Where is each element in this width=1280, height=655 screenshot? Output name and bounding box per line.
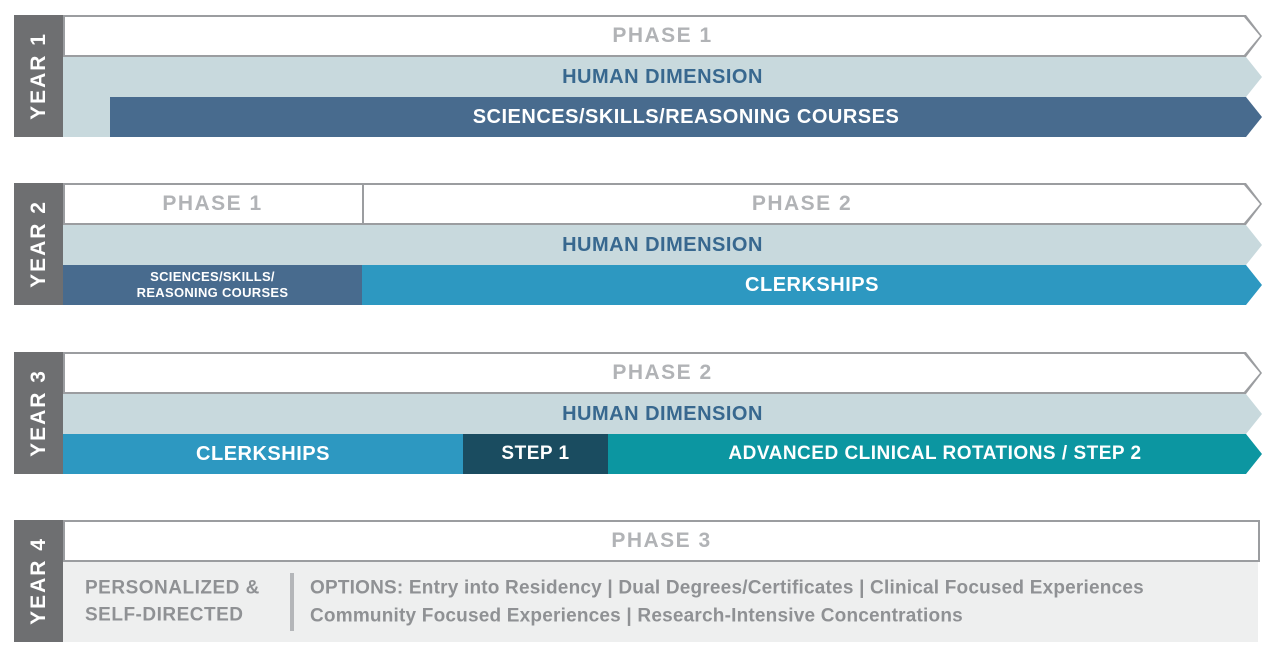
year4-personalized-line2: SELF-DIRECTED xyxy=(85,604,244,625)
year1-human-dimension-underlay xyxy=(63,97,110,137)
year4-band: YEAR 4 PHASE 3 PERSONALIZED & SELF-DIREC… xyxy=(0,520,1280,642)
year3-clerkships-bar: CLERKSHIPS xyxy=(63,434,463,474)
year2-band: YEAR 2 PHASE 1 PHASE 2 HUMAN DIMENSION S… xyxy=(0,183,1280,305)
year1-band: YEAR 1 PHASE 1 HUMAN DIMENSION SCIENCES/… xyxy=(0,15,1280,137)
year2-phase-bar: PHASE 1 PHASE 2 xyxy=(63,183,1262,225)
year3-advanced-rotations-bar: ADVANCED CLINICAL ROTATIONS / STEP 2 xyxy=(608,434,1262,474)
year2-sciences-label-line1: SCIENCES/SKILLS/ xyxy=(150,268,275,284)
year4-phase-label: PHASE 3 xyxy=(611,529,712,552)
year1-tab: YEAR 1 xyxy=(14,15,63,137)
year4-personalized-line1: PERSONALIZED & xyxy=(85,577,260,599)
year4-options-prefix: OPTIONS: xyxy=(310,577,404,599)
year3-human-dimension-bar: HUMAN DIMENSION xyxy=(63,394,1262,434)
year2-sciences-label-line2: REASONING COURSES xyxy=(136,285,289,300)
year4-options-line1: OPTIONS: Entry into Residency | Dual Deg… xyxy=(310,574,1144,602)
year4-vertical-divider xyxy=(290,573,294,631)
year3-phase-label: PHASE 2 xyxy=(612,361,713,384)
year4-options-line2: Community Focused Experiences | Research… xyxy=(310,605,963,626)
year2-phase1-label: PHASE 1 xyxy=(162,192,263,215)
year3-advanced-rotations-label: ADVANCED CLINICAL ROTATIONS / STEP 2 xyxy=(728,443,1142,464)
year4-options-block: PERSONALIZED & SELF-DIRECTED OPTIONS: En… xyxy=(63,562,1258,642)
year4-phase-bar: PHASE 3 xyxy=(63,520,1260,562)
year2-human-dimension-bar: HUMAN DIMENSION xyxy=(63,225,1262,265)
year1-phase-bar-fill: PHASE 1 xyxy=(65,17,1260,55)
year2-phase-bar-fill xyxy=(65,185,1260,223)
year3-band: YEAR 3 PHASE 2 HUMAN DIMENSION CLERKSHIP… xyxy=(0,352,1280,474)
year4-personalized-label: PERSONALIZED & SELF-DIRECTED xyxy=(85,575,260,628)
year1-label: YEAR 1 xyxy=(26,32,50,120)
year3-label: YEAR 3 xyxy=(26,369,50,457)
year2-human-dimension-label: HUMAN DIMENSION xyxy=(562,233,763,256)
year2-tab: YEAR 2 xyxy=(14,183,63,305)
year1-sciences-label: SCIENCES/SKILLS/REASONING COURSES xyxy=(472,105,900,128)
year3-human-dimension-label: HUMAN DIMENSION xyxy=(562,402,763,425)
year2-sciences-bar: SCIENCES/SKILLS/ REASONING COURSES xyxy=(63,265,362,305)
year3-step1-bar: STEP 1 xyxy=(463,434,608,474)
year3-tab: YEAR 3 xyxy=(14,352,63,474)
year2-phase1-segment: PHASE 1 xyxy=(63,183,362,225)
year3-phase-bar: PHASE 2 xyxy=(63,352,1262,394)
year1-sciences-bar: SCIENCES/SKILLS/REASONING COURSES xyxy=(110,97,1262,137)
year4-tab: YEAR 4 xyxy=(14,520,63,642)
year4-options-line1-rest: Entry into Residency | Dual Degrees/Cert… xyxy=(403,577,1144,599)
year2-phase2-segment: PHASE 2 xyxy=(362,183,1242,225)
year1-phase-bar: PHASE 1 xyxy=(63,15,1262,57)
year1-human-dimension-label: HUMAN DIMENSION xyxy=(562,65,763,88)
year3-phase-bar-fill: PHASE 2 xyxy=(65,354,1260,392)
year4-label: YEAR 4 xyxy=(26,537,50,625)
year2-phase2-label: PHASE 2 xyxy=(751,192,853,215)
year3-clerkships-label: CLERKSHIPS xyxy=(196,442,330,465)
year3-step1-label: STEP 1 xyxy=(501,443,570,464)
year2-clerkships-label: CLERKSHIPS xyxy=(745,273,879,296)
year1-human-dimension-bar: HUMAN DIMENSION xyxy=(63,57,1262,97)
year2-label: YEAR 2 xyxy=(26,200,50,288)
year1-phase-label: PHASE 1 xyxy=(612,24,713,47)
year2-clerkships-bar: CLERKSHIPS xyxy=(362,265,1262,305)
year4-options-text: OPTIONS: Entry into Residency | Dual Deg… xyxy=(310,574,1144,629)
year2-phase-divider xyxy=(362,183,364,225)
